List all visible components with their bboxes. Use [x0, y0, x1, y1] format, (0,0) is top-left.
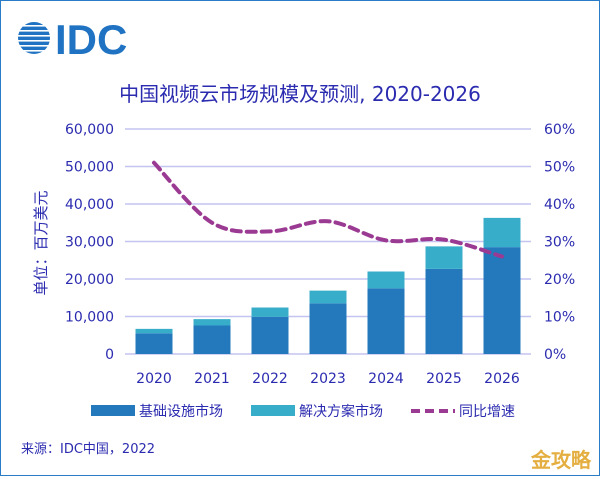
y-tick-label: 40,000 — [65, 197, 114, 213]
bar-2024 — [367, 288, 405, 354]
y-axis-label: 单位：百万美元 — [32, 190, 50, 295]
y2-tick-label: 10% — [544, 310, 575, 326]
y-tick-label: 60,000 — [65, 122, 114, 138]
bar-2024 — [367, 271, 405, 289]
growth-rate-line — [152, 160, 504, 259]
y2-tick-label: 30% — [544, 235, 575, 251]
source-note: 来源：IDC中国，2022 — [21, 442, 155, 457]
bar-2025 — [425, 246, 463, 269]
y-tick-label: 10,000 — [65, 310, 114, 326]
idc-logo: IDC — [15, 16, 127, 63]
x-tick-label: 2025 — [426, 371, 462, 387]
x-tick-label: 2023 — [310, 371, 346, 387]
bar-2025 — [425, 268, 463, 354]
watermark: 金攻略 — [530, 448, 592, 472]
y-tick-label: 30,000 — [65, 235, 114, 251]
logo-text: IDC — [55, 16, 127, 63]
chart-title: 中国视频云市场规模及预测, 2020-2026 — [119, 82, 481, 106]
y-tick-label: 0 — [105, 347, 114, 363]
x-tick-label: 2026 — [484, 371, 520, 387]
y-tick-label: 20,000 — [65, 272, 114, 288]
bar-2022 — [251, 307, 289, 317]
bar-2023 — [309, 303, 347, 354]
x-tick-label: 2020 — [136, 371, 172, 387]
legend-label: 解决方案市场 — [299, 403, 383, 420]
y2-tick-label: 0% — [544, 347, 566, 363]
y2-tick-label: 40% — [544, 197, 575, 213]
bar-2021 — [193, 325, 231, 354]
globe-icon — [15, 22, 56, 54]
bar-2021 — [193, 319, 231, 326]
legend: 基础设施市场 解决方案市场 同比增速 — [91, 403, 515, 420]
y2-tick-label: 20% — [544, 272, 575, 288]
bar-2022 — [251, 316, 289, 354]
bar-2020 — [135, 333, 173, 354]
legend-label: 同比增速 — [459, 404, 515, 420]
bar-2026 — [483, 217, 521, 248]
y-tick-label: 50,000 — [65, 160, 114, 176]
legend-label: 基础设施市场 — [139, 403, 223, 420]
x-tick-label: 2021 — [194, 371, 230, 387]
bar-2023 — [309, 290, 347, 304]
bar-2026 — [483, 247, 521, 354]
y2-tick-label: 60% — [544, 122, 575, 138]
legend-swatch — [91, 405, 135, 416]
y2-tick-label: 50% — [544, 160, 575, 176]
legend-swatch — [251, 405, 295, 416]
bar-2020 — [135, 328, 173, 334]
x-tick-label: 2024 — [368, 371, 404, 387]
x-tick-label: 2022 — [252, 371, 288, 387]
